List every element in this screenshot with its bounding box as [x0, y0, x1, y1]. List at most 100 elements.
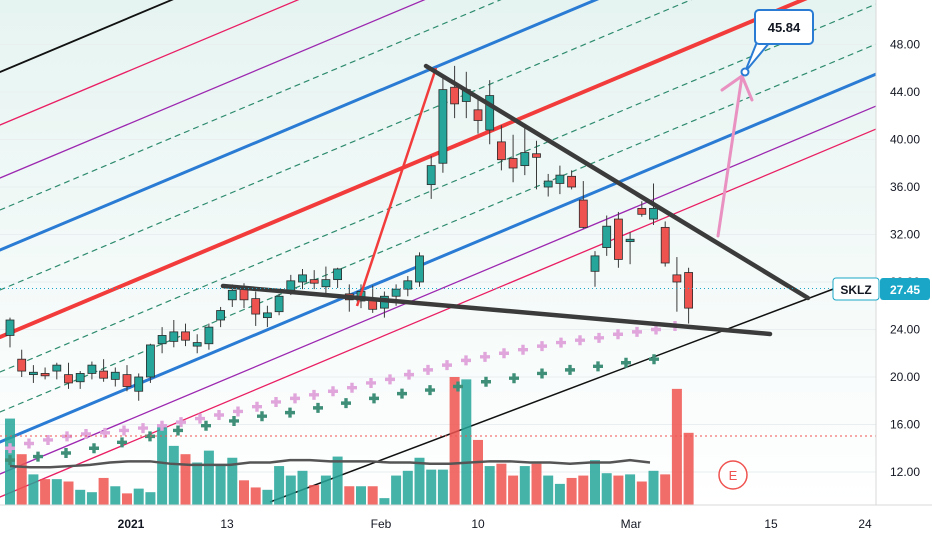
volume-bar: [262, 489, 273, 505]
candle-body[interactable]: [40, 373, 50, 377]
volume-bar: [332, 456, 343, 505]
candle-body[interactable]: [309, 279, 319, 284]
volume-bar: [40, 479, 51, 505]
candle-body[interactable]: [415, 255, 424, 283]
y-tick-label: 16.00: [890, 418, 920, 432]
candle-body[interactable]: [274, 295, 284, 313]
ma-green-marker: [173, 425, 183, 436]
ma-pink-marker: [366, 377, 376, 388]
ma-pink-marker: [157, 420, 167, 431]
candle-body[interactable]: [333, 268, 343, 281]
candle-body[interactable]: [99, 370, 108, 379]
candle-body[interactable]: [204, 326, 214, 345]
candle-body[interactable]: [485, 95, 495, 131]
volume-bar: [28, 474, 39, 505]
candle-body[interactable]: [520, 152, 530, 167]
candle-body[interactable]: [5, 319, 15, 336]
candle-body[interactable]: [64, 374, 73, 384]
channel-line-dashed: [0, 3, 877, 373]
symbol-label: SKLZ: [840, 283, 871, 297]
candle-body[interactable]: [169, 331, 179, 342]
candle-body[interactable]: [122, 374, 132, 387]
candle-body[interactable]: [496, 141, 506, 161]
candle-body[interactable]: [110, 371, 120, 380]
candle-body[interactable]: [590, 255, 600, 272]
volume-bar: [519, 466, 530, 505]
candle-body[interactable]: [145, 344, 155, 378]
candle-body[interactable]: [75, 373, 85, 383]
candle-body[interactable]: [602, 225, 612, 248]
candle-body[interactable]: [567, 175, 576, 188]
candle-body[interactable]: [321, 279, 331, 288]
x-tick-label: 24: [858, 517, 872, 531]
volume-bar: [636, 481, 647, 505]
candle-body[interactable]: [239, 288, 249, 301]
candle-body[interactable]: [625, 238, 635, 243]
candle-body[interactable]: [52, 364, 62, 372]
candle-body[interactable]: [298, 274, 307, 283]
candle-body[interactable]: [28, 371, 38, 376]
x-tick-label: 15: [764, 517, 778, 531]
impulse-line: [355, 67, 438, 307]
y-tick-label: 48.00: [890, 38, 920, 52]
candle-body[interactable]: [672, 274, 682, 283]
candle-body[interactable]: [684, 272, 693, 309]
target-price-label: 45.84: [768, 20, 801, 35]
channel-line-lower-black: [269, 287, 837, 503]
candle-body[interactable]: [391, 288, 401, 297]
volume-bar: [320, 475, 331, 505]
candle-body[interactable]: [192, 342, 202, 347]
volume-bar: [192, 462, 203, 505]
candle-body[interactable]: [157, 335, 167, 345]
candle-body[interactable]: [181, 331, 190, 341]
candle-body[interactable]: [649, 207, 658, 220]
volume-bar: [285, 475, 296, 505]
candle-body[interactable]: [251, 298, 261, 315]
ma-pink-marker: [537, 341, 547, 352]
candle-body[interactable]: [473, 109, 483, 121]
channel-lines: [0, 0, 878, 503]
ma-green-marker: [369, 393, 379, 404]
earnings-marker[interactable]: E: [718, 460, 748, 490]
candle-body[interactable]: [578, 199, 588, 228]
ma-pink-marker: [347, 382, 357, 393]
annotations: [0, 63, 876, 437]
candle-body[interactable]: [426, 165, 436, 186]
candle-body[interactable]: [660, 226, 670, 264]
candle-body[interactable]: [555, 174, 565, 184]
ma-green-marker: [425, 385, 435, 396]
candle-body[interactable]: [614, 218, 623, 260]
volume-bar: [496, 463, 507, 505]
candle-body[interactable]: [262, 312, 272, 319]
candles[interactable]: [5, 65, 693, 401]
candle-body[interactable]: [216, 310, 226, 321]
candle-body[interactable]: [403, 280, 413, 290]
candle-body[interactable]: [134, 376, 144, 392]
ma-green-marker: [341, 398, 351, 409]
ma-pink-marker: [252, 401, 262, 412]
ma-green-marker: [89, 443, 99, 454]
volume-bar: [625, 474, 636, 505]
candle-body[interactable]: [450, 86, 460, 105]
candle-body[interactable]: [532, 153, 541, 158]
channel-line-pink: [0, 0, 300, 126]
candle-body[interactable]: [637, 207, 647, 215]
ma-green-marker: [117, 437, 127, 448]
price-axis-bg: [876, 0, 932, 550]
ma-green-marker: [509, 373, 519, 384]
ma-green-marker: [649, 354, 659, 365]
ma-pink-marker: [24, 438, 34, 449]
candle-body[interactable]: [227, 289, 237, 301]
volume-bar: [648, 470, 659, 505]
channel-line-purple: [0, 0, 426, 179]
candle-body[interactable]: [17, 358, 27, 372]
volume-bar: [601, 473, 612, 505]
target-point: [740, 67, 750, 77]
candle-body[interactable]: [508, 158, 518, 169]
candle-body[interactable]: [87, 364, 97, 374]
candle-body[interactable]: [438, 89, 448, 164]
candle-body[interactable]: [543, 180, 553, 188]
y-tick-label: 20.00: [890, 370, 920, 384]
